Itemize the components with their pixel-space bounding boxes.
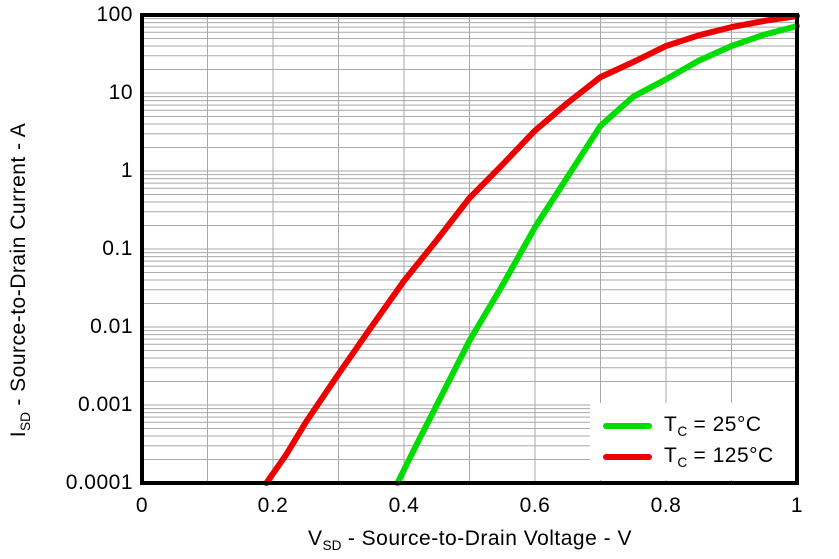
legend-swatch-25c [603,423,652,429]
y-tick-label: 0.0001 [65,471,133,494]
series-line-0 [394,23,800,486]
x-tick-label: 0.2 [257,494,289,517]
x-tick-label: 0 [135,494,149,517]
y-axis-title: ISD - Source-to-Drain Current - A [7,30,35,530]
y-tick-label: 0.1 [102,237,133,260]
plot-frame [140,13,799,485]
y-tick-label: 0.01 [90,315,133,338]
x-axis-symbol: V [308,527,323,550]
legend-item-25c: TC = 25°C [603,413,795,440]
y-tick-label: 1 [120,159,133,182]
x-axis-title-text: - Source-to-Drain Voltage - V [341,527,632,550]
x-axis-symbol-subscript: SD [322,538,342,554]
y-tick-label: 10 [108,81,133,104]
legend-item-125c: TC = 125°C [603,444,795,471]
x-tick-label: 0.4 [388,494,420,517]
y-axis-title-text: - Source-to-Drain Current - A [7,122,30,412]
x-tick-label: 1 [790,494,804,517]
x-tick-label: 0.8 [650,494,682,517]
legend-swatch-125c [603,454,652,460]
y-axis-symbol-subscript: SD [18,411,34,431]
legend: TC = 25°C TC = 125°C [590,403,795,480]
series-line-1 [263,13,800,486]
y-tick-label: 0.001 [77,393,133,416]
legend-label-125c: TC = 125°C [664,443,774,471]
y-axis-symbol: I [7,430,30,438]
x-tick-label: 0.6 [519,494,551,517]
y-tick-label: 100 [96,3,133,26]
x-axis-title: VSD - Source-to-Drain Voltage - V [220,527,720,553]
legend-label-25c: TC = 25°C [664,412,762,440]
